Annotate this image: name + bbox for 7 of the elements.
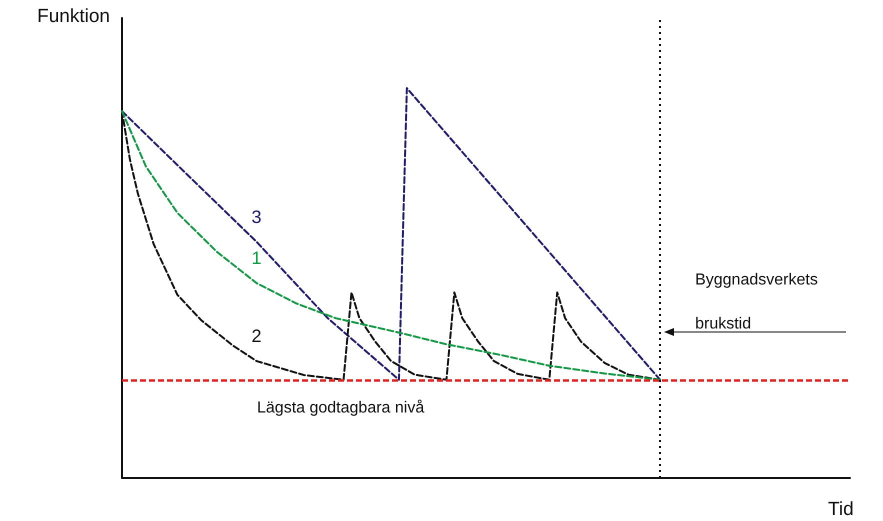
y-axis-title: Funktion: [37, 6, 110, 27]
text: Byggnadsverkets brukstid: [695, 272, 818, 332]
x-axis-title: Tid: [828, 499, 854, 520]
series-label: 3: [252, 206, 262, 227]
series-label: 1: [252, 248, 262, 268]
ref-line-label: Lägsta godtagbara nivå: [257, 399, 424, 416]
series-label: 2: [252, 326, 262, 346]
